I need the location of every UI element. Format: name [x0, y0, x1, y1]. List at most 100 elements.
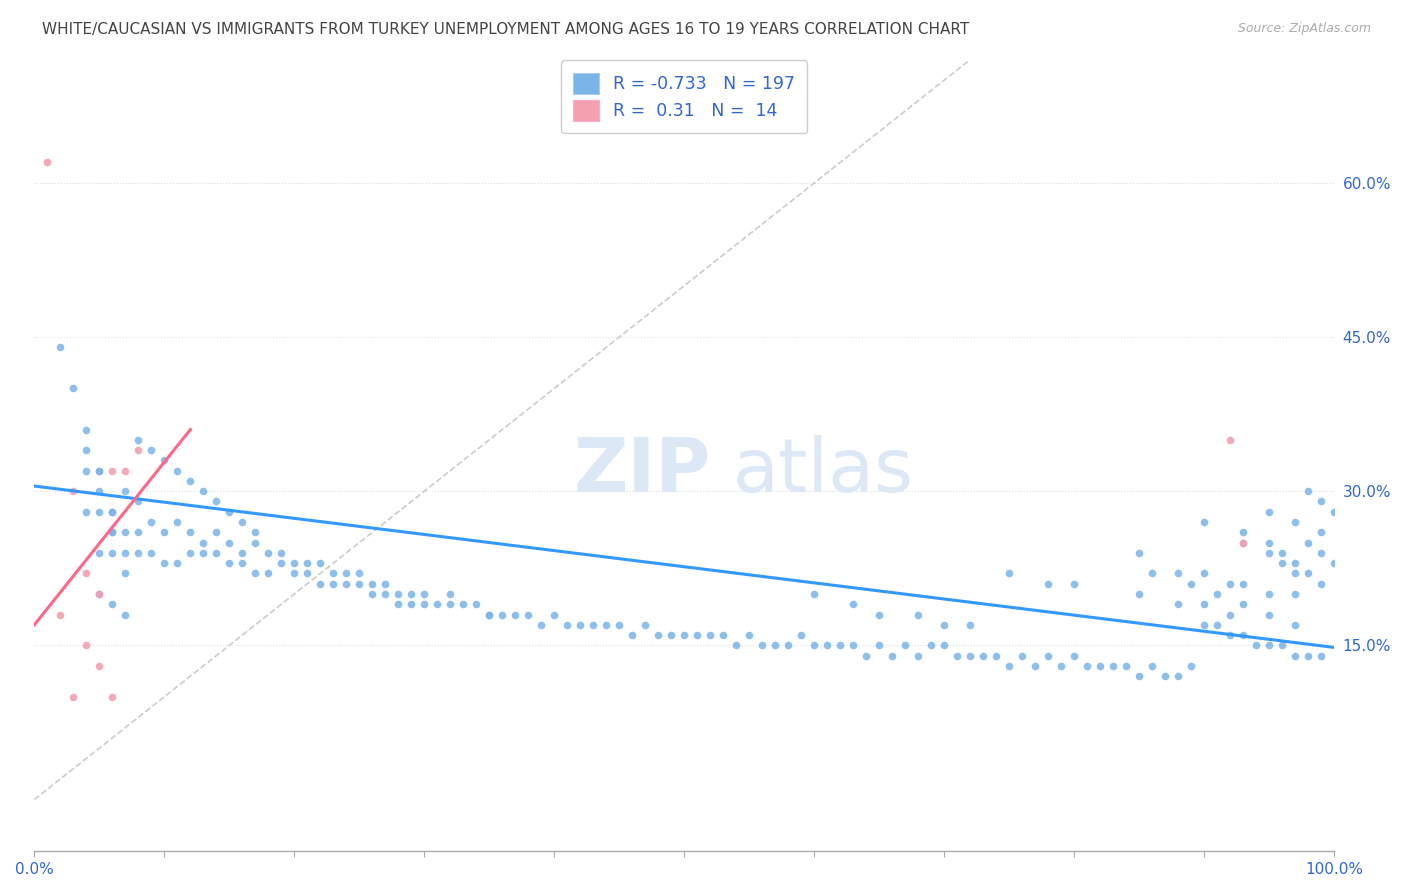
Point [89, 484, 111, 499]
Point [453, 597, 475, 611]
Point [934, 638, 956, 652]
Point [439, 587, 461, 601]
Point [1323, 556, 1346, 570]
Point [763, 638, 786, 652]
Point [1219, 628, 1241, 642]
Point [1219, 433, 1241, 447]
Point [1310, 648, 1333, 663]
Point [659, 628, 682, 642]
Point [1063, 648, 1085, 663]
Point [141, 443, 163, 458]
Point [1271, 556, 1294, 570]
Point [349, 566, 371, 581]
Point [1244, 638, 1267, 652]
Point [283, 556, 305, 570]
Point [101, 525, 124, 540]
Point [1115, 659, 1137, 673]
Point [101, 505, 124, 519]
Point [1063, 576, 1085, 591]
Point [75, 423, 97, 437]
Point [205, 494, 228, 508]
Point [1128, 587, 1150, 601]
Point [1258, 587, 1281, 601]
Point [193, 484, 215, 499]
Point [322, 576, 344, 591]
Point [114, 484, 136, 499]
Point [309, 576, 332, 591]
Point [401, 597, 423, 611]
Point [1296, 484, 1319, 499]
Point [1140, 659, 1163, 673]
Point [218, 505, 240, 519]
Point [297, 556, 319, 570]
Point [595, 617, 617, 632]
Point [413, 597, 436, 611]
Point [413, 587, 436, 601]
Point [907, 648, 929, 663]
Point [503, 607, 526, 622]
Point [1284, 587, 1306, 601]
Point [193, 535, 215, 549]
Point [555, 617, 578, 632]
Point [1154, 669, 1177, 683]
Point [1102, 659, 1125, 673]
Point [1038, 576, 1060, 591]
Point [89, 587, 111, 601]
Point [75, 566, 97, 581]
Point [882, 648, 904, 663]
Point [1232, 597, 1254, 611]
Text: WHITE/CAUCASIAN VS IMMIGRANTS FROM TURKEY UNEMPLOYMENT AMONG AGES 16 TO 19 YEARS: WHITE/CAUCASIAN VS IMMIGRANTS FROM TURKE… [42, 22, 969, 37]
Point [1180, 576, 1202, 591]
Point [1192, 515, 1215, 529]
Point [1284, 515, 1306, 529]
Point [1296, 535, 1319, 549]
Point [153, 453, 176, 467]
Point [1167, 669, 1189, 683]
Point [205, 546, 228, 560]
Point [725, 638, 748, 652]
Point [231, 515, 253, 529]
Point [166, 556, 188, 570]
Point [959, 617, 981, 632]
Point [309, 556, 332, 570]
Point [1258, 638, 1281, 652]
Point [361, 587, 384, 601]
Point [218, 535, 240, 549]
Point [1323, 505, 1346, 519]
Point [89, 464, 111, 478]
Point [114, 525, 136, 540]
Point [166, 464, 188, 478]
Point [1296, 566, 1319, 581]
Point [1258, 505, 1281, 519]
Point [1038, 648, 1060, 663]
Point [75, 443, 97, 458]
Point [89, 659, 111, 673]
Point [1192, 566, 1215, 581]
Point [218, 556, 240, 570]
Point [101, 690, 124, 704]
Point [62, 484, 84, 499]
Point [738, 628, 761, 642]
Point [790, 628, 813, 642]
Point [1284, 617, 1306, 632]
Point [1128, 669, 1150, 683]
Point [1050, 659, 1073, 673]
Point [141, 546, 163, 560]
Point [75, 638, 97, 652]
Point [245, 566, 267, 581]
Point [101, 464, 124, 478]
Point [205, 525, 228, 540]
Point [439, 597, 461, 611]
Point [699, 628, 721, 642]
Point [141, 515, 163, 529]
Point [907, 607, 929, 622]
Point [89, 587, 111, 601]
Point [245, 535, 267, 549]
Point [89, 464, 111, 478]
Point [49, 340, 72, 354]
Point [998, 659, 1021, 673]
Point [1232, 525, 1254, 540]
Point [1232, 535, 1254, 549]
Point [283, 566, 305, 581]
Point [803, 638, 825, 652]
